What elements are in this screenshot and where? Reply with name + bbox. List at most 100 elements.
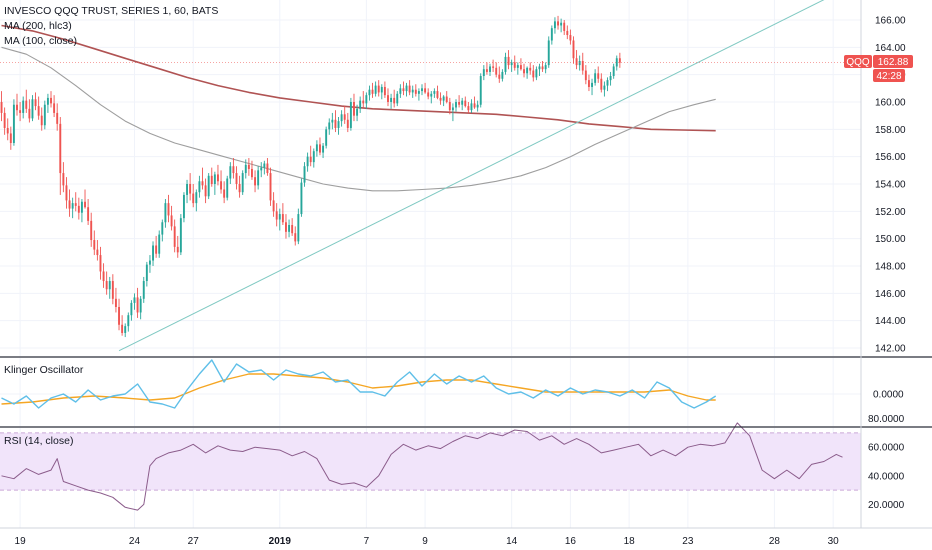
rsi-band [0, 432, 861, 491]
candle-body [424, 88, 427, 93]
time-tick-label: 7 [364, 536, 370, 547]
candle-down [173, 219, 176, 253]
rsi-tick-label: 20.0000 [868, 500, 905, 511]
candle-down [40, 107, 43, 131]
candle-body [498, 74, 501, 79]
candle-body [476, 104, 479, 108]
rsi-series [1, 422, 843, 511]
candle-body [306, 156, 309, 167]
candle-down [291, 218, 294, 236]
candle-body [473, 103, 476, 108]
candle-up [535, 66, 538, 81]
candle-down [25, 89, 28, 113]
candle-up [365, 92, 368, 109]
candle-down [532, 65, 535, 82]
candle-down [114, 287, 117, 313]
rsi-legend[interactable]: RSI (14, close) [4, 435, 73, 447]
candle-up [152, 241, 154, 266]
candle-body [56, 112, 59, 124]
candle-up [195, 189, 198, 212]
candle-body [192, 193, 195, 204]
klinger-legend[interactable]: Klinger Oscillator [4, 364, 84, 376]
candle-body [263, 163, 266, 168]
candle-up [145, 261, 148, 287]
time-tick-label: 23 [682, 536, 694, 547]
candle-body [396, 93, 399, 104]
candle-body [291, 225, 294, 234]
candle-down [0, 91, 3, 122]
candle-up [368, 85, 371, 101]
candle-body [145, 264, 148, 282]
candle-up [263, 160, 266, 175]
candle-down [371, 82, 374, 98]
time-tick-label: 19 [15, 536, 27, 547]
candle-down [285, 214, 287, 239]
candle-down [65, 177, 68, 209]
time-tick-label: 30 [828, 536, 840, 547]
klinger-pane[interactable] [0, 358, 861, 426]
candle-body [226, 178, 229, 198]
ma200-legend[interactable]: MA (200, hlc3) [4, 20, 72, 32]
candle-down [121, 315, 124, 336]
candle-body [0, 102, 3, 113]
candle-body [266, 163, 269, 174]
candle-up [158, 230, 161, 258]
candle-down [473, 96, 476, 109]
rsi-grid [0, 428, 861, 528]
candle-up [133, 293, 136, 310]
candle-body [59, 123, 62, 174]
time-axis[interactable]: 19 24 27 2019 7 9 14 16 18 23 28 30 [15, 536, 840, 547]
candle-up [31, 95, 34, 122]
ma100-line [1, 46, 716, 192]
candle-up [148, 255, 151, 273]
candle-down [408, 80, 411, 96]
candle-body [575, 58, 578, 66]
price-tick-label: 146.00 [875, 289, 906, 300]
candle-down [62, 162, 65, 193]
candle-body [513, 62, 516, 68]
candle-body [343, 114, 346, 120]
price-pane[interactable] [0, 0, 861, 356]
candle-body [356, 108, 359, 116]
candle-up [142, 276, 145, 303]
candle-body [319, 144, 321, 153]
trendline[interactable] [118, 0, 852, 352]
candle-body [278, 214, 281, 220]
rsi-pane[interactable] [0, 422, 861, 528]
candle-body [118, 307, 120, 325]
candle-down [541, 61, 544, 72]
candle-down [223, 181, 226, 204]
candle-body [139, 298, 142, 313]
candle-up [612, 63, 615, 79]
candle-body [485, 69, 488, 72]
candle-down [572, 36, 575, 64]
candle-up [390, 93, 393, 109]
candle-up [591, 78, 593, 96]
ma100-legend[interactable]: MA (100, close) [4, 35, 77, 47]
candle-body [547, 40, 550, 66]
candle-up [306, 152, 309, 172]
candle-body [251, 168, 253, 178]
candle-up [80, 199, 83, 223]
candle-body [584, 70, 587, 81]
time-tick-label: 18 [624, 536, 636, 547]
candle-body [569, 35, 572, 41]
candle-body [152, 245, 154, 261]
rsi-tick-label: 40.0000 [868, 471, 905, 482]
candle-up [609, 71, 612, 86]
candle-up [260, 162, 263, 178]
candle-up [300, 178, 303, 217]
klinger-series [1, 359, 717, 409]
candle-down [402, 81, 405, 96]
time-tick-label: 27 [188, 536, 200, 547]
candle-up [380, 84, 383, 100]
candle-body [235, 173, 238, 184]
candle-body [195, 192, 198, 204]
price-axis[interactable]: 166.00164.00162.00160.00158.00156.00154.… [868, 16, 906, 511]
candle-down [575, 50, 578, 70]
candle-up [322, 143, 325, 159]
candle-body [411, 89, 414, 93]
candle-up [161, 219, 164, 242]
candle-up [461, 97, 464, 111]
candle-down [495, 62, 498, 78]
